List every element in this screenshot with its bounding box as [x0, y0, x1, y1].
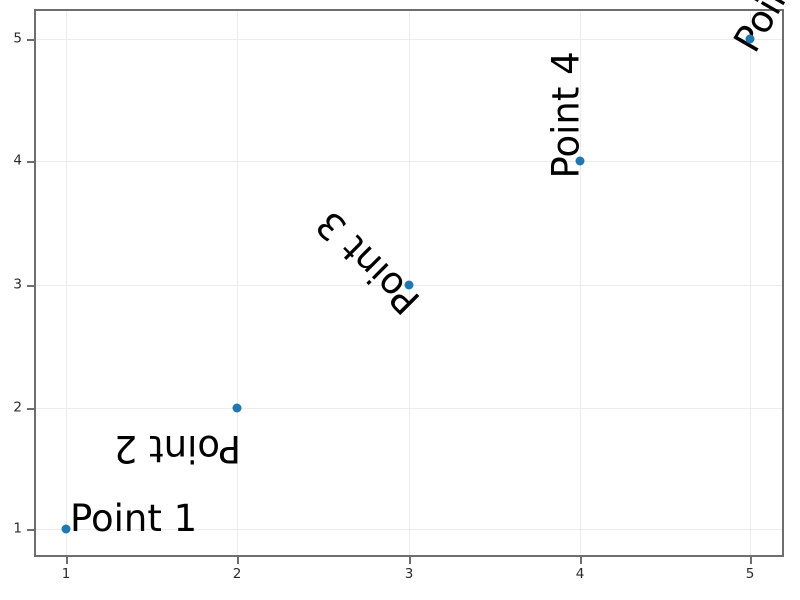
gridline-y-5	[35, 39, 783, 40]
x-tick-label-4: 4	[575, 566, 585, 582]
data-point-5[interactable]	[745, 34, 755, 44]
x-tickmark-2	[237, 557, 239, 564]
y-tickmark-3	[27, 285, 34, 287]
data-point-2[interactable]	[232, 403, 242, 413]
x-tickmark-4	[580, 557, 582, 564]
gridline-y-4	[35, 161, 783, 162]
gridline-x-5	[750, 10, 751, 555]
axis-spine-top	[34, 9, 784, 11]
y-tick-label-2: 2	[13, 399, 22, 416]
x-tickmark-1	[66, 557, 68, 564]
x-tickmark-3	[409, 557, 411, 564]
gridline-x-2	[237, 10, 238, 555]
x-tick-label-3: 3	[404, 566, 414, 582]
x-tick-label-2: 2	[232, 566, 242, 582]
y-tickmark-1	[27, 529, 34, 531]
y-tickmark-5	[27, 39, 34, 41]
y-tick-label-3: 3	[13, 276, 22, 293]
gridline-y-1	[35, 529, 783, 530]
x-tick-label-1: 1	[61, 566, 71, 582]
x-tickmark-5	[750, 557, 752, 564]
axis-spine-right	[782, 9, 784, 557]
gridline-y-2	[35, 408, 783, 409]
gridline-x-4	[580, 10, 581, 555]
y-tick-label-4: 4	[13, 152, 22, 169]
x-tick-label-5: 5	[745, 566, 755, 582]
gridline-x-1	[66, 10, 67, 555]
y-tickmark-2	[27, 408, 34, 410]
y-tick-label-1: 1	[13, 520, 22, 537]
data-point-1[interactable]	[61, 524, 71, 534]
axis-spine-bottom	[34, 555, 784, 557]
axis-spine-left	[34, 9, 36, 557]
y-tickmark-4	[27, 161, 34, 163]
y-tick-label-5: 5	[13, 30, 22, 47]
data-point-4[interactable]	[575, 156, 585, 166]
data-point-3[interactable]	[404, 280, 414, 290]
